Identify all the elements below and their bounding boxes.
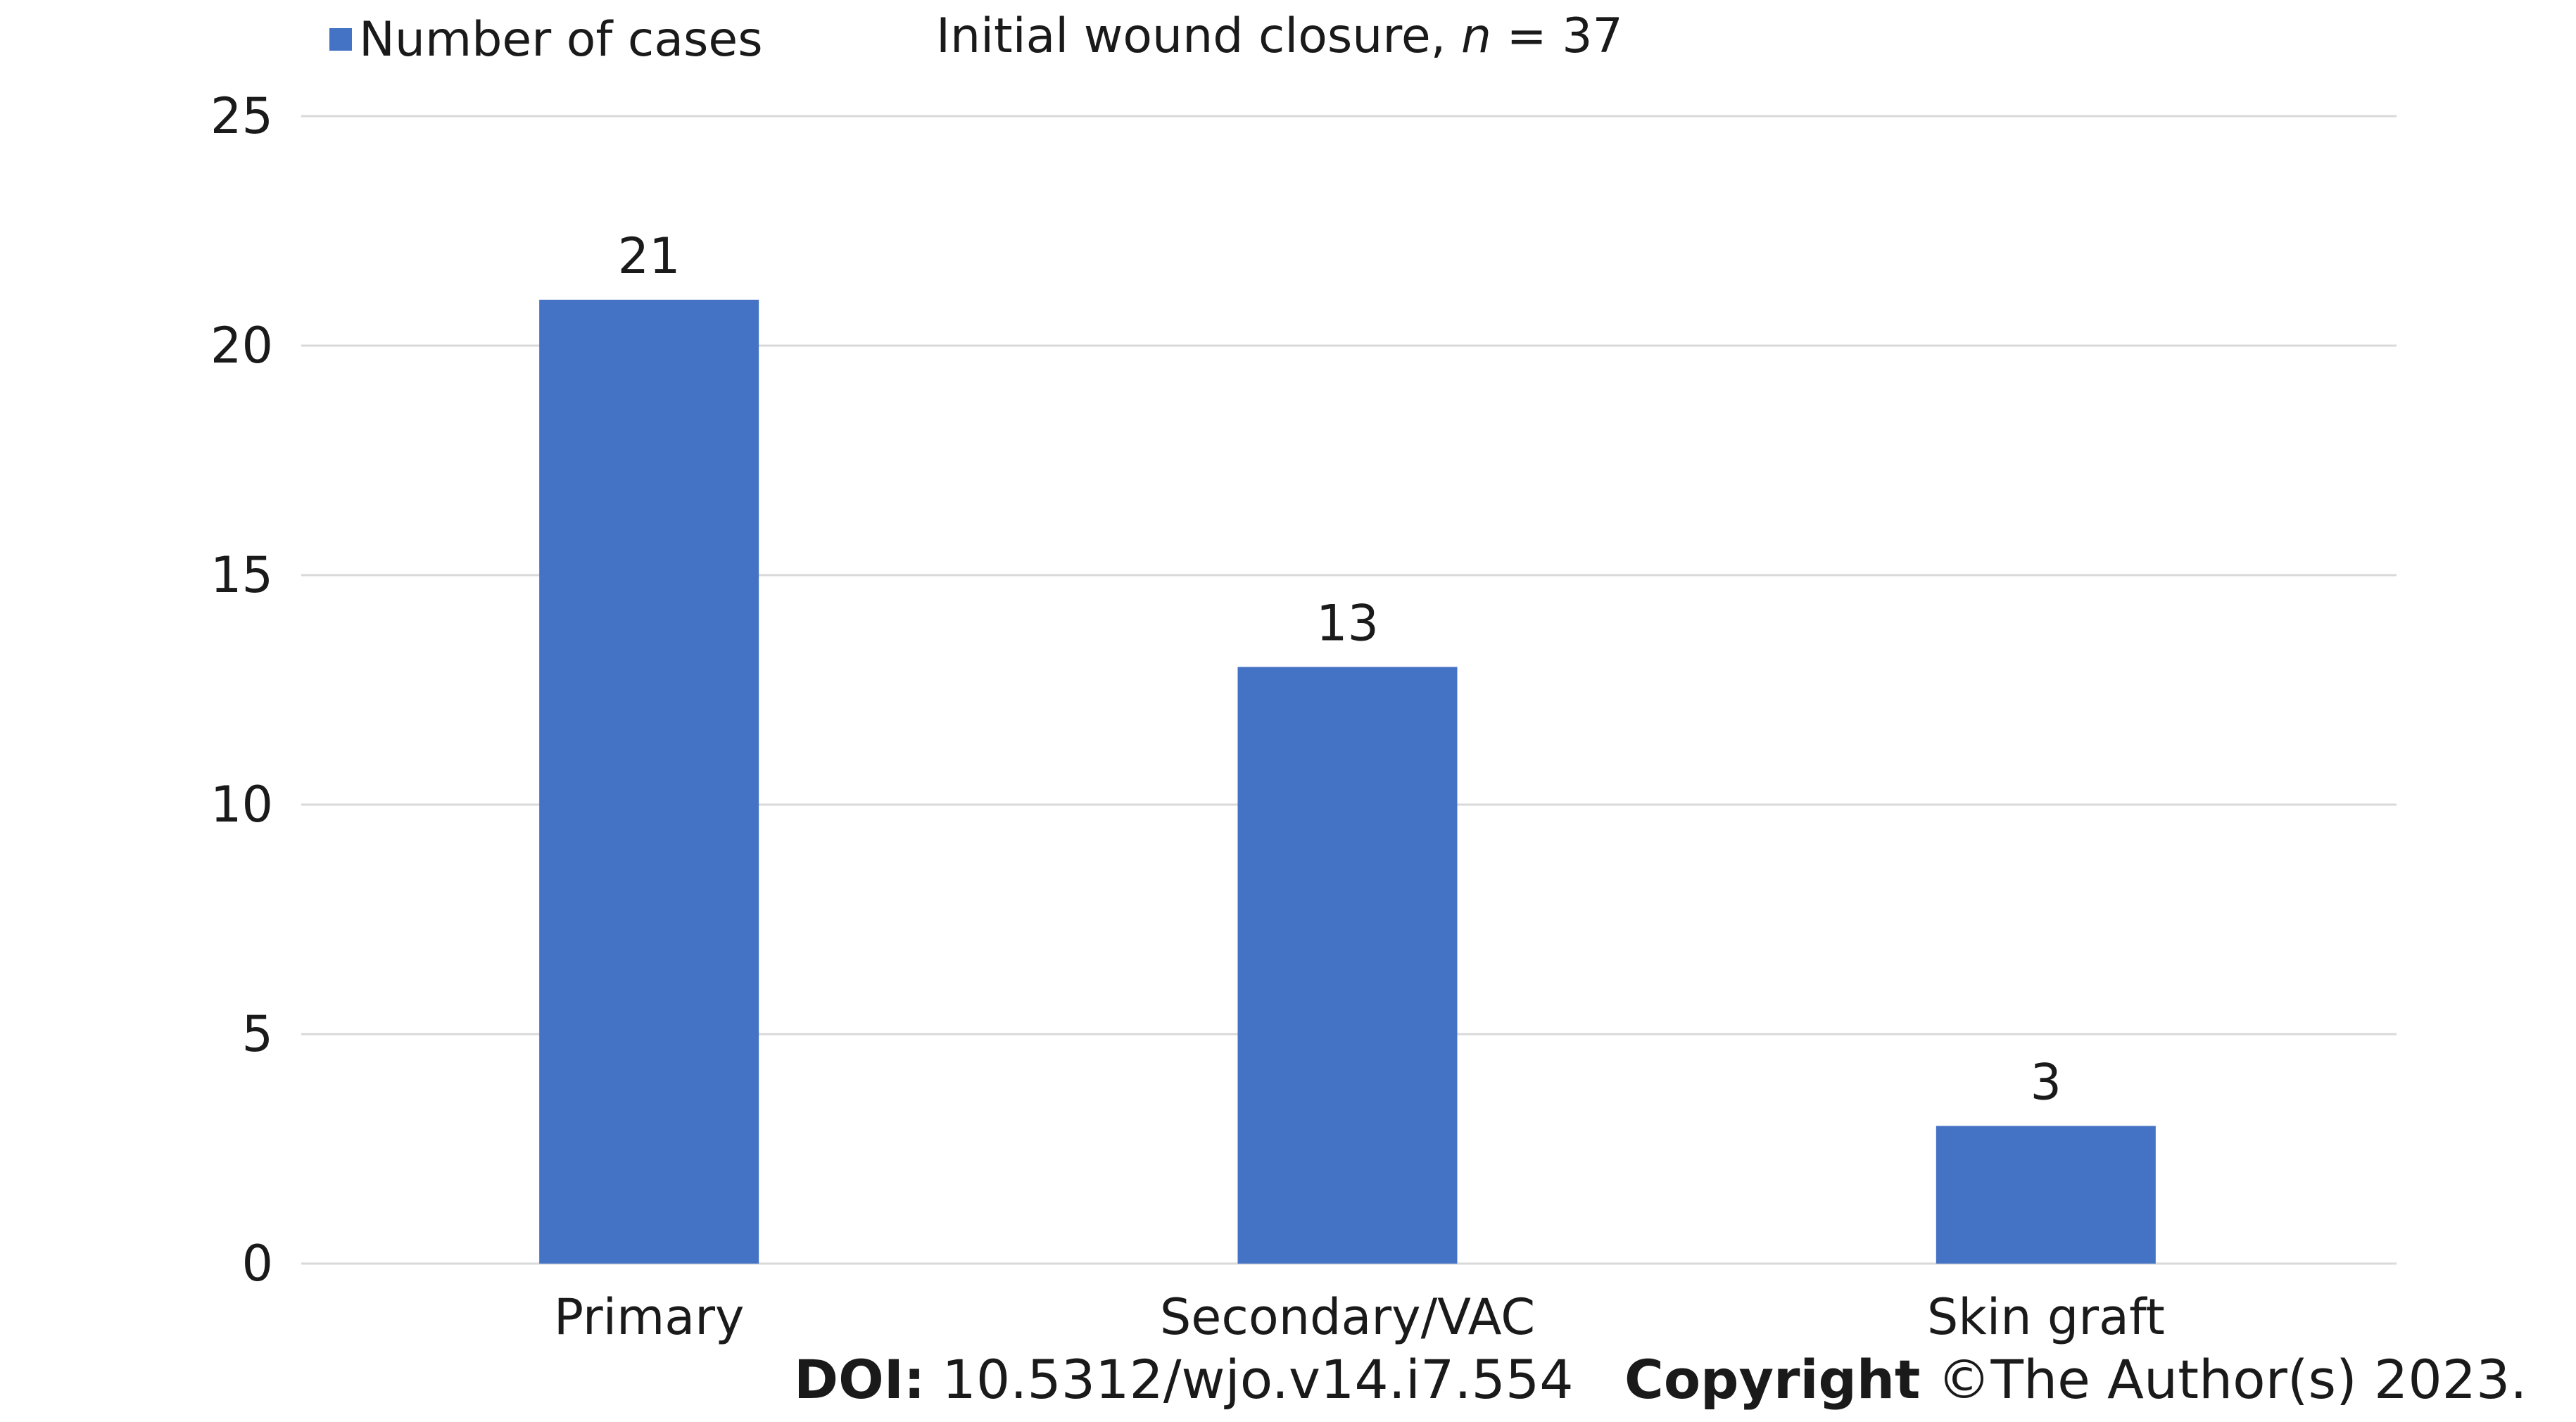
- bar: [1936, 1126, 2156, 1264]
- y-tick-label: 20: [210, 317, 273, 375]
- doi-label: DOI:: [794, 1348, 926, 1411]
- data-label: 13: [1316, 594, 1379, 652]
- y-axis-ticks: 0 5 10 15 20 25: [210, 87, 273, 1292]
- title-n-symbol: n: [1460, 8, 1492, 64]
- doi-value: 10.5312/wjo.v14.i7.554: [942, 1348, 1574, 1411]
- title-prefix: Initial wound closure,: [936, 8, 1446, 64]
- data-label: 3: [2031, 1053, 2062, 1111]
- bar: [1237, 667, 1458, 1264]
- data-label: 21: [618, 227, 681, 285]
- legend-label: Number of cases: [359, 11, 763, 68]
- y-tick-label: 10: [210, 776, 273, 833]
- y-tick-label: 5: [241, 1005, 273, 1063]
- copyright-value: ©The Author(s) 2023.: [1937, 1348, 2527, 1411]
- copyright-label: Copyright: [1624, 1348, 1921, 1411]
- data-labels: 21 13 3: [618, 227, 2062, 1112]
- chart-title: Initial wound closure, n = 37: [936, 3, 1623, 70]
- legend-swatch: [329, 28, 352, 51]
- bars: [539, 299, 2156, 1264]
- bar: [539, 299, 759, 1264]
- x-tick-label: Secondary/VAC: [1160, 1288, 1535, 1346]
- legend: Number of cases: [329, 6, 763, 73]
- x-tick-label: Primary: [554, 1288, 745, 1346]
- x-axis-ticks: Primary Secondary/VAC Skin graft: [554, 1288, 2165, 1346]
- y-tick-label: 0: [241, 1235, 273, 1292]
- citation-footer: DOI: 10.5312/wjo.v14.i7.554 Copyright ©T…: [794, 1345, 2527, 1415]
- title-n-value: = 37: [1506, 8, 1623, 64]
- y-tick-label: 25: [210, 87, 273, 145]
- x-tick-label: Skin graft: [1927, 1288, 2165, 1346]
- y-tick-label: 15: [210, 546, 273, 604]
